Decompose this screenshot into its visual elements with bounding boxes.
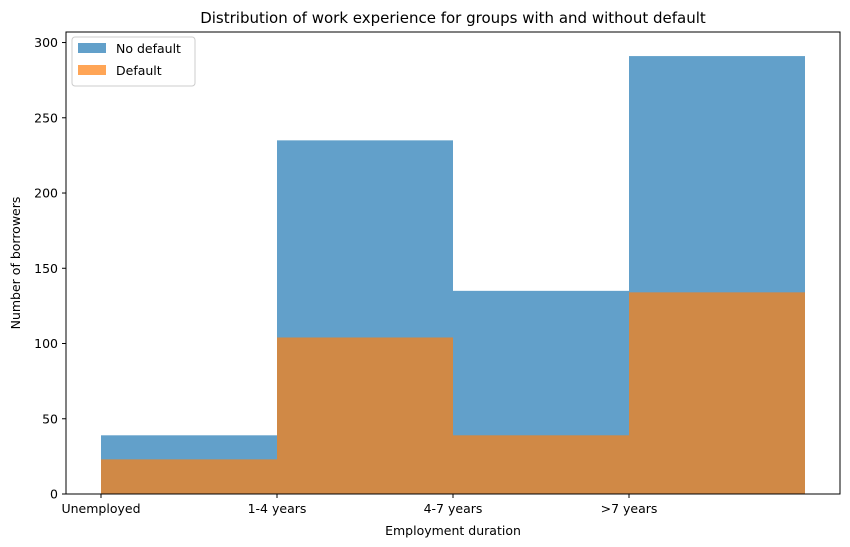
x-axis-label: Employment duration xyxy=(385,523,521,538)
bar-default-3 xyxy=(629,292,805,494)
y-tick-label: 100 xyxy=(34,336,58,351)
y-tick-label: 50 xyxy=(42,411,58,426)
y-tick-label: 300 xyxy=(34,35,58,50)
legend-label-no-default: No default xyxy=(116,41,181,56)
y-axis: 0 50 100 150 200 250 300 xyxy=(34,35,66,502)
y-tick-label: 150 xyxy=(34,261,58,276)
x-tick-label: Unemployed xyxy=(61,501,140,516)
bars-layer xyxy=(101,56,805,494)
chart-title: Distribution of work experience for grou… xyxy=(200,9,706,27)
legend-label-default: Default xyxy=(116,63,162,78)
x-axis: Unemployed 1-4 years 4-7 years >7 years xyxy=(61,494,657,516)
y-tick-label: 0 xyxy=(50,487,58,502)
x-tick-label: >7 years xyxy=(601,501,658,516)
bar-default-0 xyxy=(101,459,277,494)
x-tick-label: 4-7 years xyxy=(424,501,483,516)
y-tick-label: 200 xyxy=(34,186,58,201)
legend: No default Default xyxy=(71,36,196,87)
y-axis-label: Number of borrowers xyxy=(8,197,23,330)
x-tick-label: 1-4 years xyxy=(248,501,307,516)
legend-swatch-default xyxy=(78,65,106,75)
bar-default-2 xyxy=(453,435,629,494)
legend-swatch-no-default xyxy=(78,43,106,53)
bar-default-1 xyxy=(277,337,453,494)
y-tick-label: 250 xyxy=(34,110,58,125)
